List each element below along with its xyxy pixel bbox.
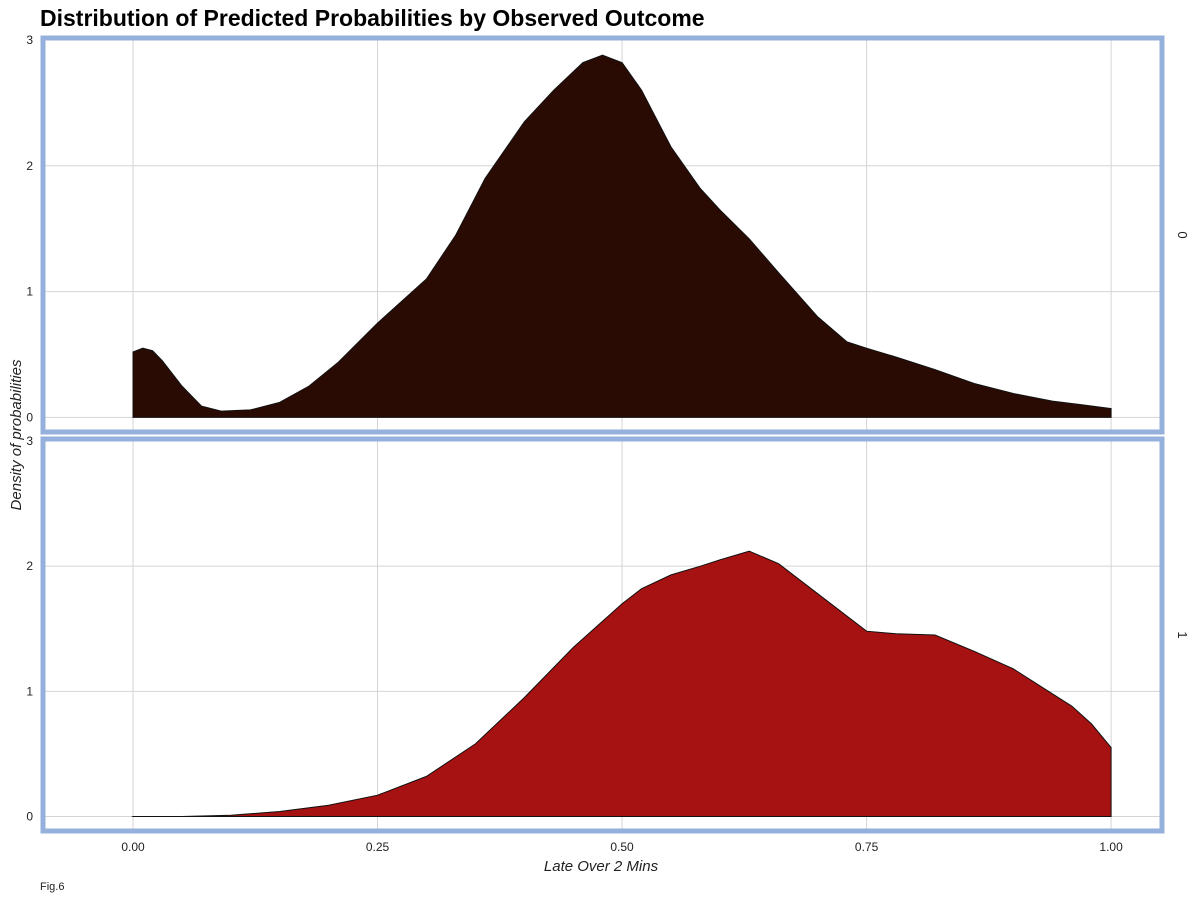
x-tick-label: 0.50 [610,840,634,854]
x-tick-label: 0.75 [855,840,879,854]
density-area-0 [132,54,1112,418]
x-tick-label: 1.00 [1099,840,1123,854]
y-axis-label: Density of probabilities [8,359,25,510]
y-tick-label: 3 [26,434,33,448]
chart-title: Distribution of Predicted Probabilities … [40,5,705,31]
y-tick-label: 1 [26,684,33,698]
x-tick-label: 0.00 [121,840,145,854]
y-tick-label: 2 [26,559,33,573]
density-area-1 [131,550,1112,817]
facet-panel-1: 0 1 2 3 1 [26,434,1190,834]
x-axis-ticks: 0.00 0.25 0.50 0.75 1.00 [121,840,1123,854]
facet-border [40,436,1165,834]
y-tick-label: 1 [26,285,33,299]
y-tick-label: 3 [26,33,33,47]
y-tick-label: 0 [26,410,33,424]
strip-label-0: 0 [1175,231,1190,238]
facet-panel-0: 0 1 2 3 0 [26,33,1190,435]
strip-label-1: 1 [1175,631,1190,638]
facet-border [40,35,1165,435]
figure-caption: Fig.6 [40,881,64,893]
facet-panels: 0 1 2 3 0 0 1 2 3 1 [26,33,1190,834]
x-axis-label: Late Over 2 Mins [544,858,659,875]
x-tick-label: 0.25 [366,840,390,854]
y-tick-label: 0 [26,809,33,823]
y-tick-label: 2 [26,159,33,173]
